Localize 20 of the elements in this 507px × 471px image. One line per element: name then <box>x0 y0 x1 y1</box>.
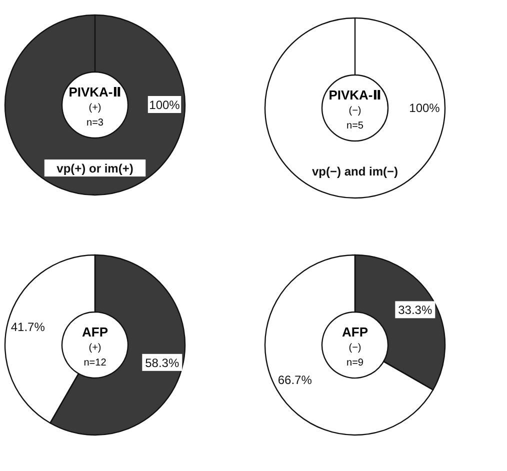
text: n=9 <box>346 358 364 368</box>
text: PIVKA-Ⅱ <box>328 88 382 102</box>
text: (+) <box>88 342 102 354</box>
text: (−) <box>348 106 362 116</box>
text: n=5 <box>346 120 364 132</box>
text: (−) <box>348 342 362 354</box>
text: PIVKA-Ⅱ <box>68 84 122 100</box>
data-label: 58.3% <box>145 356 180 370</box>
slice-label: vp(+) or im(+) <box>56 162 134 176</box>
text: n=12 <box>84 358 107 368</box>
text: AFP <box>82 324 108 340</box>
text: AFP <box>342 324 368 340</box>
text: (+) <box>88 102 102 114</box>
slice-label: vp(−) and im(−) <box>312 164 398 178</box>
data-label: 100% <box>409 101 440 115</box>
data-label: 33.3% <box>398 303 432 318</box>
data-label: 41.7% <box>10 320 46 334</box>
data-label: 100% <box>149 98 180 112</box>
text: n=3 <box>86 118 104 128</box>
data-label: 66.7% <box>278 372 312 387</box>
